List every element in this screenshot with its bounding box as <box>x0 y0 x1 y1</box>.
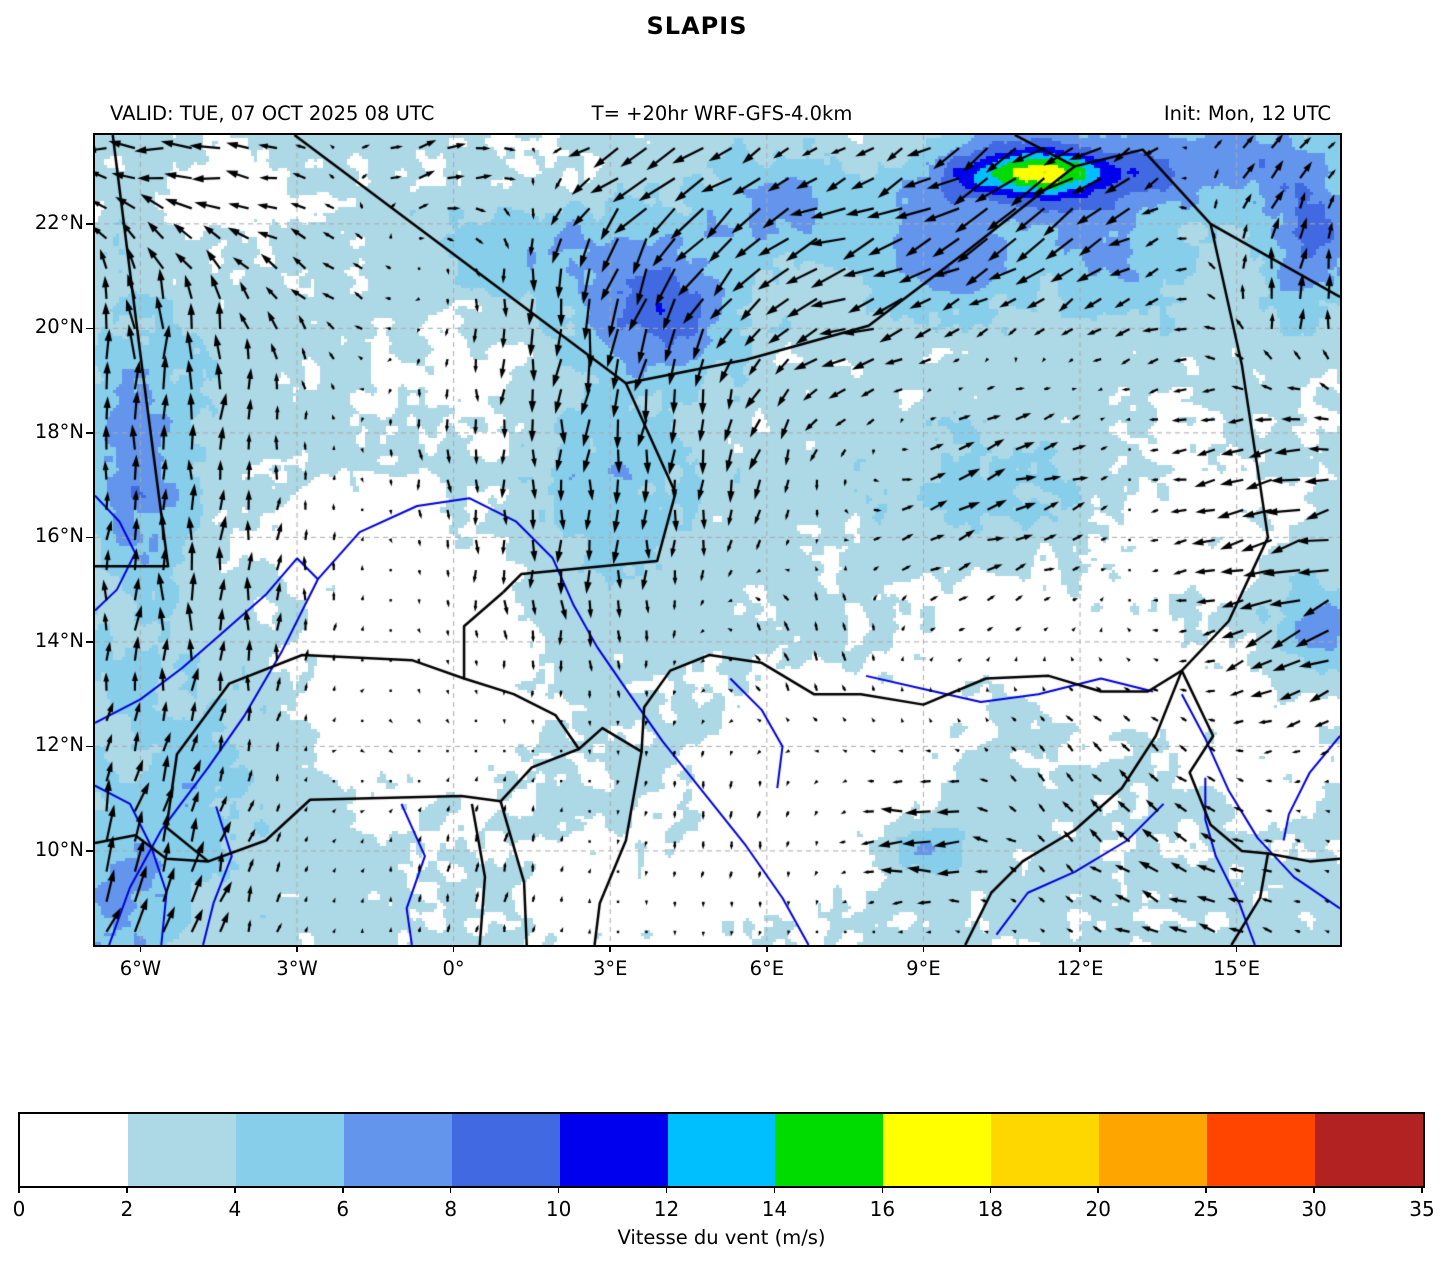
colorbar-segment <box>775 1114 884 1186</box>
x-tick-label: 6°E <box>749 957 785 980</box>
colorbar-tick-label: 14 <box>761 1197 788 1221</box>
colorbar-tick-label: 2 <box>120 1197 134 1221</box>
x-tick-mark <box>922 945 925 952</box>
colorbar-tick-label: 30 <box>1301 1197 1327 1221</box>
colorbar-segment <box>991 1114 1100 1186</box>
colorbar-tick-mark <box>1205 1186 1207 1193</box>
y-tick-label: 10°N <box>34 837 84 861</box>
y-tick-mark <box>86 641 93 643</box>
colorbar-tick-label: 4 <box>228 1197 242 1221</box>
y-tick-mark <box>86 536 93 539</box>
y-tick-mark <box>86 327 93 330</box>
colorbar-tick-label: 18 <box>977 1197 1004 1221</box>
x-tick-label: 0° <box>442 957 465 980</box>
colorbar-tick-mark <box>1097 1186 1100 1193</box>
colorbar <box>18 1112 1425 1188</box>
wind-map-canvas <box>95 135 1340 945</box>
colorbar-segment <box>883 1114 992 1186</box>
valid-time-label: VALID: TUE, 07 OCT 2025 08 UTC <box>110 102 435 125</box>
x-tick-mark <box>1235 945 1238 952</box>
x-tick-label: 9°E <box>906 957 941 980</box>
y-tick-mark <box>86 745 93 748</box>
colorbar-tick-label: 6 <box>336 1197 350 1221</box>
colorbar-tick-label: 35 <box>1409 1197 1435 1221</box>
colorbar-tick-mark <box>881 1186 884 1193</box>
x-tick-label: 3°W <box>276 957 318 980</box>
colorbar-caption: Vitesse du vent (m/s) <box>617 1226 826 1249</box>
colorbar-segment <box>1207 1114 1316 1186</box>
x-tick-mark <box>296 945 298 952</box>
x-tick-label: 3°E <box>592 957 628 980</box>
colorbar-tick-mark <box>773 1186 776 1193</box>
map-plot-area <box>93 133 1342 947</box>
init-time-label: Init: Mon, 12 UTC <box>1163 102 1331 125</box>
colorbar-tick-mark <box>126 1186 128 1193</box>
colorbar-tick-mark <box>1421 1186 1423 1193</box>
colorbar-segment <box>559 1114 668 1186</box>
colorbar-tick-mark <box>665 1186 668 1193</box>
x-tick-mark <box>452 945 455 952</box>
colorbar-tick-label: 16 <box>869 1197 896 1221</box>
colorbar-tick-label: 8 <box>444 1197 458 1221</box>
colorbar-segment <box>20 1114 128 1186</box>
y-tick-label: 16°N <box>34 524 84 548</box>
x-tick-mark <box>609 945 612 952</box>
y-tick-label: 20°N <box>34 315 84 339</box>
colorbar-tick-label: 0 <box>12 1197 26 1221</box>
colorbar-segment <box>235 1114 344 1186</box>
page-title: SLAPIS <box>646 12 748 40</box>
y-tick-mark <box>86 223 93 225</box>
colorbar-segment <box>667 1114 776 1186</box>
y-tick-label: 12°N <box>34 733 84 757</box>
colorbar-tick-label: 25 <box>1193 1197 1219 1221</box>
x-tick-mark <box>1079 945 1081 952</box>
colorbar-tick-label: 10 <box>545 1197 572 1221</box>
colorbar-segment <box>127 1114 236 1186</box>
x-tick-label: 12°E <box>1056 957 1104 980</box>
x-tick-mark <box>139 945 142 952</box>
colorbar-tick-mark <box>989 1186 992 1193</box>
x-tick-label: 15°E <box>1213 957 1261 980</box>
x-tick-label: 6°W <box>119 957 162 980</box>
y-tick-label: 18°N <box>34 419 84 443</box>
colorbar-tick-mark <box>341 1186 344 1193</box>
colorbar-tick-mark <box>449 1186 452 1193</box>
colorbar-tick-label: 20 <box>1085 1197 1111 1221</box>
colorbar-tick-mark <box>234 1186 236 1193</box>
colorbar-tick-mark <box>18 1186 20 1193</box>
colorbar-tick-mark <box>557 1186 560 1193</box>
y-tick-mark <box>86 850 93 852</box>
x-tick-mark <box>766 945 768 952</box>
colorbar-tick-label: 12 <box>653 1197 680 1221</box>
y-tick-label: 14°N <box>34 628 84 652</box>
colorbar-segment <box>1099 1114 1208 1186</box>
y-tick-mark <box>86 432 93 434</box>
model-run-label: T= +20hr WRF-GFS-4.0km <box>591 102 853 125</box>
colorbar-segment <box>451 1114 560 1186</box>
y-tick-label: 22°N <box>34 210 84 234</box>
colorbar-segment <box>1315 1114 1423 1186</box>
colorbar-tick-mark <box>1313 1186 1315 1193</box>
colorbar-segment <box>343 1114 452 1186</box>
